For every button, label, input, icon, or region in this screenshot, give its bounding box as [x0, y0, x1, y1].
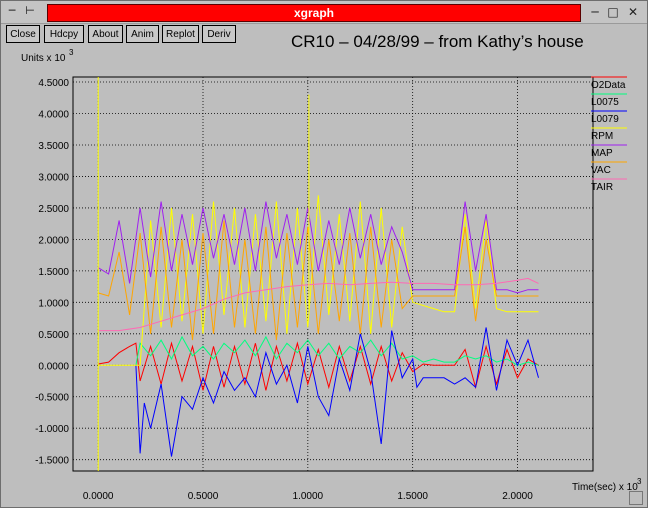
- x-tick-label: 1.5000: [397, 491, 428, 502]
- legend-label-o2data: O2Data: [591, 80, 626, 91]
- y-tick-label: 4.5000: [38, 78, 69, 89]
- x-tick-label: 1.0000: [293, 491, 324, 502]
- x-axis-label: Time(sec) x 10: [572, 482, 638, 493]
- series-line-map: [97, 201, 539, 294]
- hdcpy-button[interactable]: Hdcpy: [44, 25, 84, 43]
- legend-label-l0075: L0075: [591, 97, 619, 108]
- y-tick-label: 3.0000: [38, 172, 69, 183]
- x-tick-label: 0.5000: [188, 491, 219, 502]
- legend-label-map: MAP: [591, 148, 613, 159]
- y-tick-label: 2.0000: [38, 235, 69, 246]
- y-tick-label: 1.0000: [38, 298, 69, 309]
- y-tick-label: 0.5000: [38, 330, 69, 341]
- deriv-button[interactable]: Deriv: [202, 25, 236, 43]
- y-axis-label: Units x 10: [21, 53, 66, 64]
- series-line-l0079: [135, 327, 539, 457]
- window-menu-icon[interactable]: ─: [8, 4, 16, 17]
- y-tick-label: 2.5000: [38, 204, 69, 215]
- close-icon[interactable]: ✕: [627, 5, 639, 19]
- maximize-icon[interactable]: □: [607, 5, 619, 19]
- legend-label-rpm: RPM: [591, 131, 613, 142]
- title-highlight: xgraph: [47, 4, 581, 22]
- anim-button[interactable]: Anim: [126, 25, 159, 43]
- legend-label-l0079: L0079: [591, 114, 619, 125]
- title-bar[interactable]: ─ ⊢ xgraph ─ □ ✕: [1, 1, 647, 24]
- window-title: xgraph: [293, 6, 334, 20]
- y-tick-label: -1.5000: [35, 456, 69, 467]
- x-tick-label: 0.0000: [83, 491, 114, 502]
- legend-label-vac: VAC: [591, 165, 611, 176]
- y-axis-label-exponent: 3: [69, 48, 74, 57]
- plot-title: CR10 – 04/28/99 – from Kathy’s house: [291, 32, 584, 51]
- y-tick-label: 0.0000: [38, 361, 69, 372]
- series-line-vac: [98, 220, 539, 341]
- y-tick-label: 1.5000: [38, 267, 69, 278]
- minimize-icon[interactable]: ─: [591, 5, 599, 19]
- series-line-o2data: [98, 341, 539, 391]
- close-button[interactable]: Close: [6, 25, 40, 43]
- x-axis-label-exponent: 3: [637, 477, 642, 486]
- y-tick-label: -0.5000: [35, 393, 69, 404]
- resize-grip-icon[interactable]: [629, 491, 643, 505]
- legend-label-tair: TAIR: [591, 182, 613, 193]
- replot-button[interactable]: Replot: [162, 25, 199, 43]
- series-line-rpm: [98, 195, 539, 366]
- plot-frame: [72, 76, 594, 472]
- x-tick-label: 2.0000: [502, 491, 533, 502]
- series-line-l0075: [135, 335, 539, 366]
- pin-icon[interactable]: ⊢: [25, 4, 35, 17]
- y-tick-label: -1.0000: [35, 424, 69, 435]
- y-tick-label: 3.5000: [38, 141, 69, 152]
- series-line-tair: [98, 277, 539, 332]
- y-tick-label: 4.0000: [38, 110, 69, 121]
- about-button[interactable]: About: [88, 25, 123, 43]
